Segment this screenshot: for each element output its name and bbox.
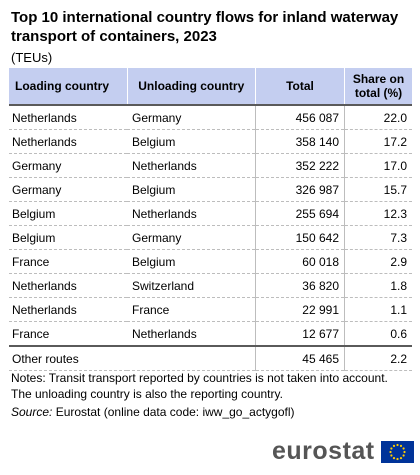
unloading-country-cell: Netherlands (127, 153, 256, 178)
loading-country-cell: Netherlands (9, 129, 127, 154)
total-cell: 326 987 (255, 177, 345, 202)
total-cell: 352 222 (255, 153, 345, 178)
eurostat-logo: eurostat (272, 437, 414, 466)
table-row: Netherlands Belgium 358 140 17.2 (9, 129, 412, 154)
total-cell: 150 642 (255, 225, 345, 250)
share-cell: 2.9 (344, 249, 412, 274)
table-row: France Netherlands 12 677 0.6 (9, 321, 412, 347)
share-cell: 0.6 (344, 321, 412, 347)
table-row: Germany Belgium 326 987 15.7 (9, 177, 412, 202)
loading-country-cell: Germany (9, 153, 127, 178)
total-cell: 456 087 (255, 105, 345, 130)
unloading-country-cell: Germany (127, 105, 256, 130)
total-cell: 358 140 (255, 129, 345, 154)
table-row: Netherlands Switzerland 36 820 1.8 (9, 273, 412, 298)
share-cell: 1.8 (344, 273, 412, 298)
header-loading-country: Loading country (9, 68, 127, 106)
unloading-country-cell: Germany (127, 225, 256, 250)
other-routes-row: Other routes 45 465 2.2 (9, 346, 412, 371)
unloading-country-cell: Switzerland (127, 273, 256, 298)
unloading-country-cell: Netherlands (127, 201, 256, 226)
loading-country-cell: Belgium (9, 225, 127, 250)
loading-country-cell: Netherlands (9, 297, 127, 322)
loading-country-cell: Belgium (9, 201, 127, 226)
source-line: Source: Eurostat (online data code: iww_… (11, 404, 295, 420)
unloading-country-cell: Netherlands (127, 321, 256, 347)
total-cell: 60 018 (255, 249, 345, 274)
other-routes-unloading (127, 346, 256, 371)
header-share: Share on total (%) (344, 68, 412, 106)
table-row: France Belgium 60 018 2.9 (9, 249, 412, 274)
header-row: Loading country Unloading country Total … (9, 68, 412, 106)
total-cell: 36 820 (255, 273, 345, 298)
table-row: Netherlands France 22 991 1.1 (9, 297, 412, 322)
share-cell: 12.3 (344, 201, 412, 226)
total-cell: 22 991 (255, 297, 345, 322)
logo-text: eurostat (272, 437, 375, 465)
unloading-country-cell: Belgium (127, 249, 256, 274)
eu-flag-icon (380, 440, 414, 463)
share-cell: 1.1 (344, 297, 412, 322)
share-cell: 22.0 (344, 105, 412, 130)
loading-country-cell: Netherlands (9, 105, 127, 130)
unloading-country-cell: Belgium (127, 129, 256, 154)
unloading-country-cell: France (127, 297, 256, 322)
source-text: Eurostat (online data code: iww_go_actyg… (55, 405, 295, 419)
table-row: Belgium Germany 150 642 7.3 (9, 225, 412, 250)
unit-label: (TEUs) (11, 50, 53, 65)
table-row: Germany Netherlands 352 222 17.0 (9, 153, 412, 178)
loading-country-cell: Germany (9, 177, 127, 202)
share-cell: 15.7 (344, 177, 412, 202)
table-row: Belgium Netherlands 255 694 12.3 (9, 201, 412, 226)
header-total: Total (255, 68, 345, 106)
table-notes: Notes: Transit transport reported by cou… (11, 371, 388, 401)
other-routes-total: 45 465 (255, 346, 345, 371)
loading-country-cell: Netherlands (9, 273, 127, 298)
share-cell: 17.0 (344, 153, 412, 178)
table-row: Netherlands Germany 456 087 22.0 (9, 105, 412, 130)
total-cell: 255 694 (255, 201, 345, 226)
loading-country-cell: France (9, 321, 127, 347)
share-cell: 7.3 (344, 225, 412, 250)
total-cell: 12 677 (255, 321, 345, 347)
loading-country-cell: France (9, 249, 127, 274)
other-routes-share: 2.2 (344, 346, 412, 371)
share-cell: 17.2 (344, 129, 412, 154)
other-routes-label: Other routes (9, 346, 127, 371)
table-title: Top 10 international country flows for i… (11, 9, 399, 45)
source-label: Source: (11, 405, 53, 419)
flows-table: Loading country Unloading country Total … (9, 68, 412, 371)
header-unloading-country: Unloading country (126, 68, 256, 106)
unloading-country-cell: Belgium (127, 177, 256, 202)
